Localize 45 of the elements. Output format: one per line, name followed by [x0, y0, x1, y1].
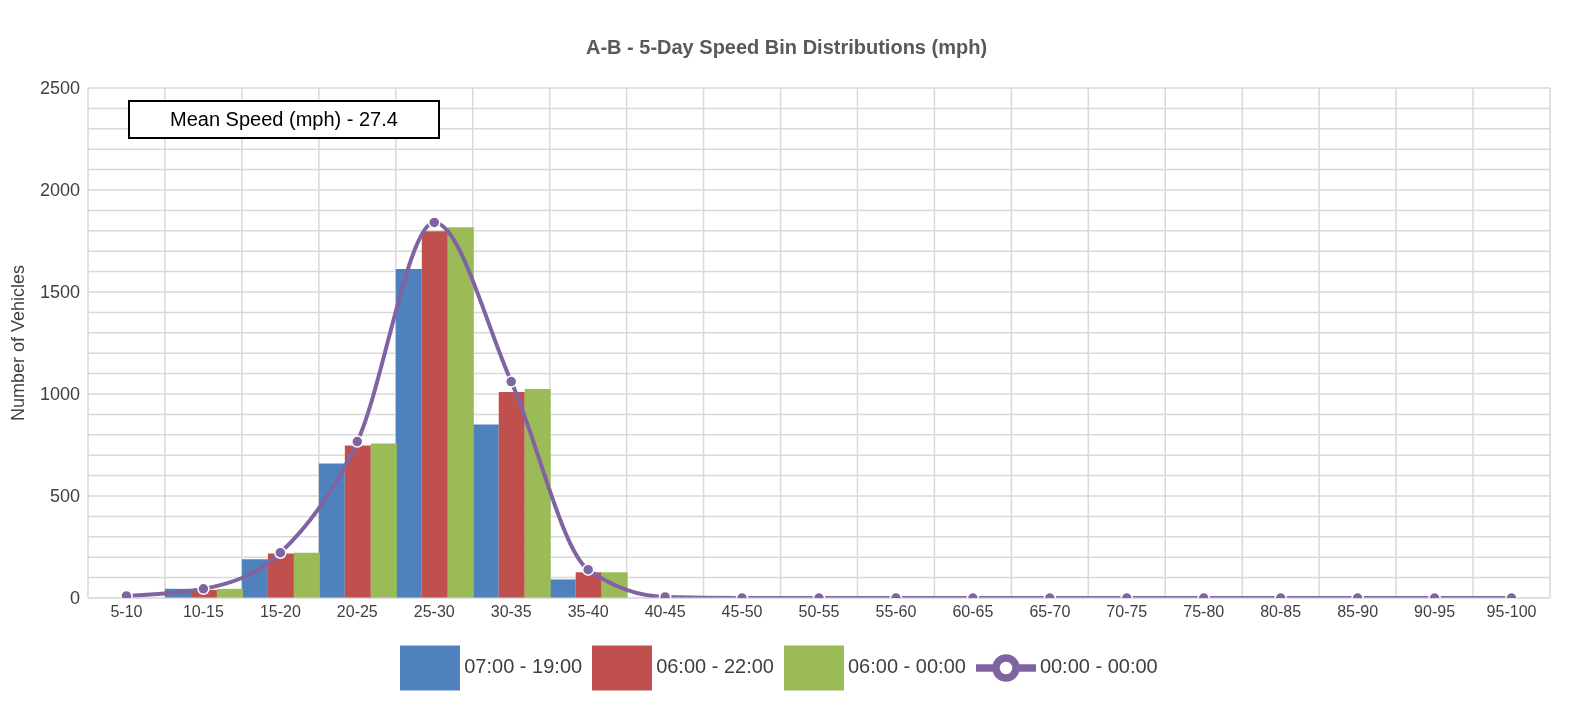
x-tick-label: 55-60	[875, 603, 917, 621]
x-tick-label: 30-35	[490, 603, 532, 621]
x-tick-label: 90-95	[1414, 603, 1456, 621]
bar	[524, 388, 551, 598]
x-tick-label: 25-30	[413, 603, 455, 621]
x-tick-label: 75-80	[1183, 603, 1225, 621]
y-tick-label: 500	[49, 486, 80, 507]
legend-label: 07:00 - 19:00	[464, 655, 583, 678]
text-box: Mean Speed (mph) - 27.4	[128, 100, 440, 139]
x-tick-label: 15-20	[259, 603, 301, 621]
x-tick-label: 85-90	[1337, 603, 1379, 621]
x-tick-label: 40-45	[644, 603, 686, 621]
y-tick-label: 2000	[39, 180, 80, 201]
bar	[421, 231, 448, 598]
bar	[318, 463, 345, 598]
chart-title: A-B - 5-Day Speed Bin Distributions (mph)	[584, 36, 989, 59]
bar	[447, 227, 474, 598]
legend-label: 06:00 - 00:00	[848, 655, 966, 678]
x-tick-label: 5-10	[110, 603, 143, 621]
bar	[549, 579, 576, 598]
x-tick-label: 35-40	[567, 603, 609, 621]
y-tick-label: 1500	[39, 282, 80, 303]
x-tick-label: 80-85	[1260, 603, 1302, 621]
y-tick-label: 2500	[39, 78, 80, 99]
x-tick-label: 60-65	[952, 603, 994, 621]
bar	[472, 424, 499, 598]
legend-label: 06:00 - 22:00	[656, 655, 774, 678]
bar	[395, 268, 422, 598]
x-tick-label: 20-25	[336, 603, 378, 621]
bar	[498, 391, 525, 598]
y-axis-title: Number of Vehicles	[8, 264, 29, 422]
y-tick-label: 1000	[39, 384, 80, 405]
x-tick-label: 10-15	[182, 603, 224, 621]
x-tick-label: 50-55	[798, 603, 840, 621]
x-tick-label: 45-50	[721, 603, 763, 621]
x-tick-label: 70-75	[1106, 603, 1148, 621]
x-tick-label: 95-100	[1486, 603, 1537, 621]
legend-label: 00:00 - 00:00	[1039, 655, 1158, 678]
point	[351, 435, 364, 448]
x-tick-label: 65-70	[1029, 603, 1071, 621]
bar	[293, 552, 320, 598]
bar	[344, 445, 371, 598]
y-tick-label: 0	[69, 588, 80, 609]
bar	[370, 443, 397, 598]
point	[504, 375, 518, 388]
